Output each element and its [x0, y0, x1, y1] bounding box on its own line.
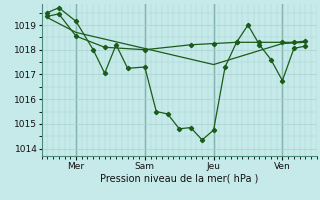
X-axis label: Pression niveau de la mer( hPa ): Pression niveau de la mer( hPa ) [100, 173, 258, 183]
